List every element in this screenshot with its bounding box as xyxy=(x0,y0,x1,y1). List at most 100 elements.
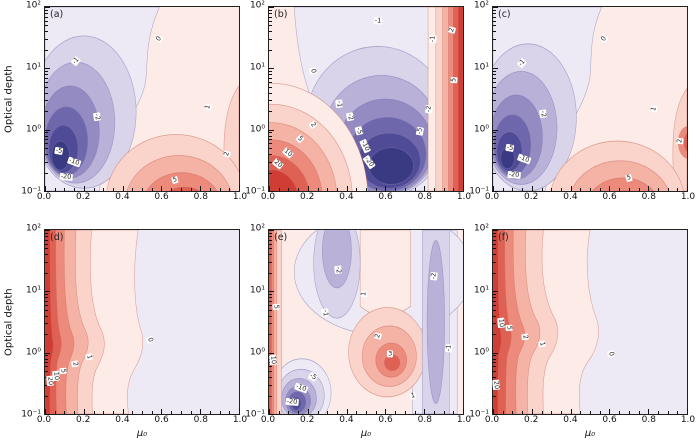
y-tick-mark xyxy=(493,77,496,79)
contour-level-label: 2 xyxy=(372,331,382,340)
y-tick-mark xyxy=(45,148,48,150)
x-tick-mark xyxy=(638,188,640,191)
y-tick-label: 10⁻¹ xyxy=(245,409,265,420)
x-tick-mark xyxy=(317,411,319,414)
y-tick-mark xyxy=(493,16,496,18)
y-tick-mark xyxy=(269,243,272,245)
y-tick-mark xyxy=(269,86,272,88)
y-tick-label: 10¹ xyxy=(249,285,265,296)
x-tick-mark xyxy=(414,411,416,414)
y-tick-mark xyxy=(269,262,272,264)
y-tick-mark xyxy=(269,9,272,11)
x-tick-mark xyxy=(190,188,192,191)
y-tick-mark xyxy=(45,323,48,325)
x-tick-mark xyxy=(375,188,377,191)
x-tick-mark xyxy=(93,188,95,191)
y-tick-mark xyxy=(45,143,48,145)
y-tick-mark xyxy=(45,366,48,368)
x-tick-label: 0.6 xyxy=(154,192,169,202)
y-tick-mark xyxy=(45,414,50,415)
y-tick-mark xyxy=(45,68,50,70)
y-tick-mark xyxy=(45,132,48,134)
y-tick-mark xyxy=(269,248,272,250)
y-tick-mark xyxy=(493,334,496,336)
contour-panel-a: (a) 0 -1 -2 -5 -10 -20 1 2 5 xyxy=(44,6,240,192)
y-tick-mark xyxy=(493,377,496,379)
y-tick-mark xyxy=(269,272,272,274)
y-tick-mark xyxy=(493,304,496,306)
x-tick-mark xyxy=(551,188,553,191)
x-tick-mark xyxy=(83,186,85,191)
x-tick-label: 1.0 xyxy=(456,415,472,425)
x-tick-mark xyxy=(570,409,572,414)
y-tick-mark xyxy=(45,39,48,41)
x-tick-label: 0.2 xyxy=(300,192,315,202)
y-tick-mark xyxy=(493,68,498,70)
x-tick-mark xyxy=(171,188,173,191)
y-tick-mark xyxy=(269,129,274,131)
y-tick-mark xyxy=(493,81,496,83)
y-tick-mark xyxy=(493,272,496,274)
y-tick-mark xyxy=(493,143,496,145)
y-tick-mark xyxy=(45,315,48,317)
panel-block-f: 10² 10¹ 10⁰ 10⁻¹ (f) 20 10 5 2 1 0 0.0 0.2 0.4 0.6 0… xyxy=(464,224,695,442)
x-tick-mark xyxy=(522,411,524,414)
x-tick-mark xyxy=(463,409,464,414)
y-tick-label: 10⁻¹ xyxy=(469,409,489,420)
panel-row-bottom: Optical depth 10² 10¹ 10⁰ 10⁻¹ (d) 20 10 xyxy=(2,224,700,442)
x-tick-mark xyxy=(580,411,582,414)
x-tick-mark xyxy=(414,188,416,191)
y-tick-mark xyxy=(269,300,272,302)
x-tick-mark xyxy=(317,188,319,191)
y-tick-mark xyxy=(269,139,272,141)
x-tick-mark xyxy=(171,411,173,414)
x-tick-mark xyxy=(142,411,143,414)
x-tick-mark xyxy=(54,188,56,191)
contour-level-label: 5 xyxy=(59,367,69,375)
contour-level-label: -2 xyxy=(429,271,438,281)
x-tick-mark xyxy=(493,409,494,414)
y-tick-label: 10¹ xyxy=(473,285,489,296)
y-tick-label: 10¹ xyxy=(25,62,41,73)
y-tick-mark xyxy=(45,395,48,397)
y-tick-mark xyxy=(493,309,496,311)
x-tick-label: 0.0 xyxy=(260,192,276,202)
y-tick-mark xyxy=(269,384,272,386)
y-tick-mark xyxy=(269,12,272,14)
panel-letter: (e) xyxy=(274,232,288,243)
panel-block-b: 10² 10¹ 10⁰ 10⁻¹ xyxy=(240,1,471,205)
panel-letter: (b) xyxy=(274,9,288,20)
x-tick-mark xyxy=(628,411,630,414)
x-tick-mark xyxy=(366,188,367,191)
x-tick-mark xyxy=(657,411,659,414)
y-tick-mark xyxy=(45,272,48,274)
contour-level-label: 1 xyxy=(359,290,368,298)
contour-level-label: 10 xyxy=(496,317,506,329)
x-tick-mark xyxy=(687,409,688,414)
x-tick-mark xyxy=(580,188,582,191)
y-tick-mark xyxy=(45,7,50,8)
x-tick-mark xyxy=(239,186,240,191)
contour-level-label: 3 xyxy=(387,349,394,358)
y-tick-mark xyxy=(493,161,496,163)
x-axis-title: μ₀ xyxy=(136,428,148,439)
x-tick-mark xyxy=(502,188,504,191)
x-tick-mark xyxy=(45,409,46,414)
x-tick-label: 0.8 xyxy=(193,415,208,425)
x-tick-mark xyxy=(570,186,572,191)
x-tick-mark xyxy=(433,188,435,191)
x-tick-mark xyxy=(375,411,377,414)
x-tick-mark xyxy=(512,188,514,191)
y-tick-label: 10⁻¹ xyxy=(245,186,265,197)
contour-level-label: 1 xyxy=(408,390,417,400)
y-tick-mark xyxy=(493,154,496,156)
x-tick-mark xyxy=(385,409,387,414)
y-tick-mark xyxy=(45,291,50,293)
y-tick-label: 10⁻¹ xyxy=(469,186,489,197)
y-tick-mark xyxy=(493,230,498,231)
y-tick-mark xyxy=(45,352,50,354)
x-tick-mark xyxy=(112,411,114,414)
x-tick-mark xyxy=(269,186,270,191)
y-tick-label: 10¹ xyxy=(249,62,265,73)
